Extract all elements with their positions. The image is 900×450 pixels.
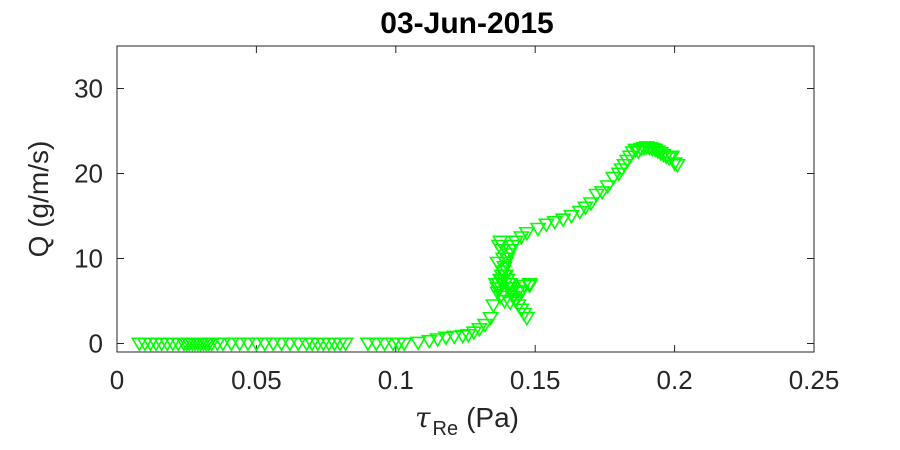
data-markers — [130, 141, 686, 352]
plot-area: 0 0.05 0.1 0.15 0.2 0.25 0 10 20 30 — [74, 45, 840, 395]
x-axis-unit: (Pa) — [466, 402, 519, 433]
data-point — [445, 330, 463, 345]
data-point — [437, 331, 455, 346]
x-tick-label: 0.15 — [510, 365, 561, 395]
data-point — [222, 337, 240, 352]
data-point — [663, 150, 681, 165]
data-point — [489, 256, 506, 271]
data-point — [599, 180, 617, 195]
data-point — [507, 235, 525, 250]
data-point — [376, 337, 394, 352]
data-point — [231, 337, 249, 352]
data-point — [264, 337, 282, 352]
x-axis: 0 0.05 0.1 0.15 0.2 0.25 — [110, 46, 840, 395]
chart-title: 03-Jun-2015 — [380, 7, 553, 40]
x-tick-label: 0.2 — [657, 365, 693, 395]
x-tick-label: 0.05 — [231, 365, 282, 395]
data-point — [582, 197, 600, 212]
data-point — [646, 143, 664, 158]
data-point — [571, 205, 589, 220]
data-point — [546, 215, 564, 231]
data-point — [537, 218, 555, 233]
data-point — [512, 231, 530, 246]
data-point — [256, 337, 274, 352]
y-axis: 0 10 20 30 — [74, 74, 814, 359]
data-point — [518, 311, 536, 327]
data-point — [395, 337, 413, 352]
data-point — [471, 322, 488, 338]
x-tick-label: 0.25 — [789, 365, 840, 395]
data-point — [337, 337, 355, 352]
x-tick-label: 0.1 — [378, 365, 414, 395]
data-point — [482, 311, 499, 327]
data-point — [512, 286, 530, 301]
data-point — [649, 145, 667, 160]
x-tick-label: 0 — [110, 365, 124, 395]
y-tick-label: 30 — [74, 74, 103, 104]
data-point — [593, 186, 611, 201]
data-point — [420, 334, 438, 350]
data-point — [409, 336, 427, 351]
data-point — [554, 213, 572, 228]
data-point — [248, 337, 265, 352]
data-point — [214, 337, 232, 352]
data-point — [484, 299, 502, 314]
y-tick-label: 20 — [74, 159, 103, 189]
data-point — [496, 294, 513, 310]
data-point — [500, 248, 518, 263]
data-point — [507, 293, 525, 308]
data-point — [289, 337, 307, 352]
data-point — [521, 277, 539, 293]
data-point — [660, 152, 678, 167]
data-point — [367, 337, 385, 352]
data-point — [281, 337, 299, 352]
data-point — [604, 171, 622, 186]
x-axis-subscript: Re — [433, 418, 459, 440]
data-point — [476, 318, 494, 334]
data-point — [576, 201, 594, 216]
data-point — [510, 284, 527, 300]
y-tick-label: 10 — [74, 244, 103, 274]
data-point — [563, 209, 580, 225]
data-point — [518, 226, 536, 242]
data-point — [273, 337, 290, 352]
data-point — [239, 337, 257, 352]
data-point — [521, 279, 539, 294]
data-point — [504, 282, 522, 297]
data-point — [652, 147, 670, 162]
y-tick-label: 0 — [89, 329, 103, 359]
x-axis-symbol: τ — [415, 401, 431, 434]
y-axis-label: Q (g/m/s) — [23, 141, 54, 258]
data-point — [529, 222, 547, 237]
data-point — [491, 235, 509, 250]
data-point — [429, 333, 447, 348]
plot-frame — [116, 45, 815, 353]
data-point — [668, 158, 686, 174]
x-axis-label: τ Re (Pa) — [415, 401, 519, 440]
data-point — [359, 337, 377, 352]
data-point — [493, 243, 511, 259]
data-point — [666, 157, 683, 172]
